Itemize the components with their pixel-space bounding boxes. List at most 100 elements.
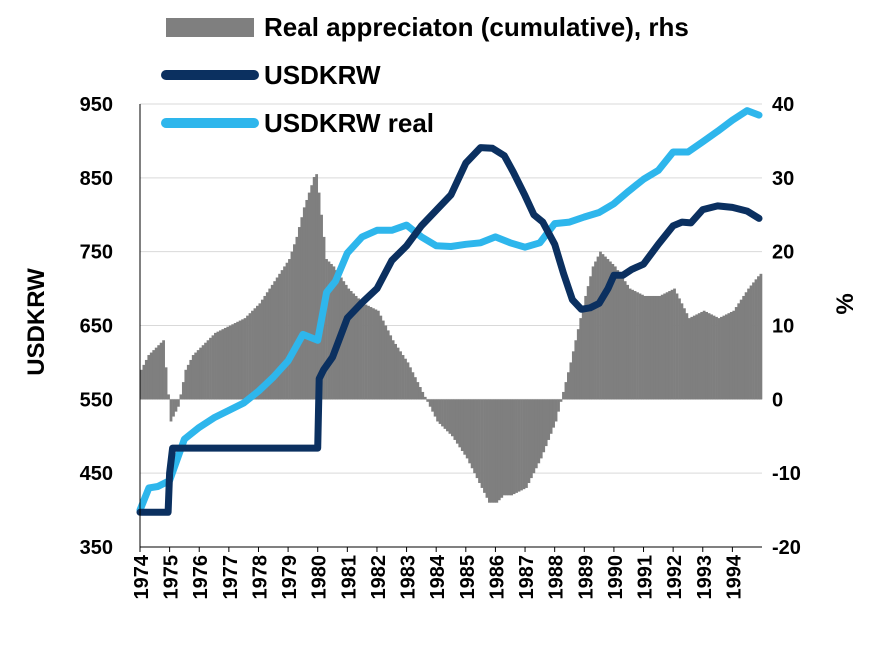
bar (683, 308, 686, 400)
bar (283, 266, 286, 400)
bar (147, 355, 151, 400)
legend-label-bars: Real appreciaton (cumulative), rhs (264, 12, 689, 42)
x-tick-label: 1983 (398, 555, 420, 600)
bar (342, 281, 346, 400)
bar (571, 351, 575, 400)
bar (374, 309, 378, 400)
bar (500, 399, 504, 498)
x-tick-label: 1975 (161, 555, 183, 600)
x-tick-label: 1985 (457, 555, 479, 600)
bar (618, 273, 622, 400)
bar (243, 318, 247, 400)
bar (542, 399, 546, 453)
bar (752, 282, 755, 400)
bar (562, 391, 565, 400)
y-axis-title: USDKRW (23, 268, 50, 376)
bar (601, 254, 605, 400)
bar (480, 399, 484, 488)
bar (364, 304, 368, 400)
bar (214, 332, 217, 400)
y-tick-label: 550 (80, 389, 113, 411)
bar (707, 313, 711, 400)
bar (665, 292, 669, 400)
x-tick-label: 1984 (427, 554, 449, 599)
bar (421, 391, 425, 400)
series-line-usdkrw (136, 144, 763, 516)
bar (515, 399, 518, 493)
bar (332, 266, 336, 400)
bar (334, 270, 338, 400)
bar (631, 289, 634, 400)
bar (724, 314, 728, 400)
legend: Real appreciaton (cumulative), rhs USDKR… (161, 12, 689, 138)
bar (497, 399, 501, 501)
bar (557, 399, 560, 412)
bar-series (140, 174, 763, 503)
y-tick-label: 750 (80, 242, 113, 264)
bar (423, 396, 427, 400)
bar (376, 310, 380, 400)
bar (179, 394, 183, 400)
y2-tick-label: 40 (772, 94, 794, 116)
bar (451, 399, 454, 437)
bar (569, 362, 573, 400)
bar (517, 399, 521, 492)
bar (381, 320, 385, 400)
bar (539, 399, 543, 459)
bar (386, 330, 390, 400)
bar (181, 382, 185, 400)
x-tick-label: 1987 (516, 555, 538, 600)
bar (460, 399, 464, 452)
bar (354, 295, 358, 400)
bar (278, 273, 281, 400)
bar (552, 399, 555, 428)
bar (737, 303, 741, 400)
bar (248, 313, 252, 400)
bar (705, 311, 708, 400)
bar (465, 399, 469, 459)
bar (458, 399, 462, 448)
bar (433, 399, 437, 417)
bar (722, 315, 726, 400)
bar (241, 319, 244, 400)
bar (695, 314, 699, 400)
bar (184, 369, 188, 400)
x-tick-label: 1994 (723, 554, 745, 599)
y-tick-label: 850 (80, 168, 113, 190)
bar (697, 313, 701, 400)
bar (702, 310, 706, 400)
bar (396, 347, 400, 400)
bar (470, 399, 474, 469)
bar (285, 262, 289, 400)
bar (149, 352, 153, 400)
bar (399, 351, 402, 400)
bar (510, 399, 514, 496)
bar (372, 308, 375, 400)
bar (256, 305, 259, 400)
legend-label-usdkrw-real: USDKRW real (264, 108, 434, 138)
y-tick-label: 350 (80, 537, 113, 559)
y2-tick-label: 10 (772, 316, 794, 338)
bar (401, 355, 405, 400)
bar (567, 372, 570, 400)
bar (576, 329, 580, 400)
bar (678, 298, 681, 400)
bar (490, 399, 494, 503)
bar (544, 399, 548, 447)
bar (307, 192, 311, 400)
bar (463, 399, 467, 455)
bar (406, 362, 410, 400)
bar (441, 399, 444, 427)
x-tick-label: 1988 (546, 555, 568, 600)
bar (584, 295, 588, 400)
bar (315, 174, 319, 400)
bar (507, 399, 511, 496)
bar (236, 321, 240, 400)
bar (142, 364, 146, 400)
bar (174, 399, 178, 412)
bar (596, 256, 600, 400)
bar (191, 355, 195, 400)
bar (732, 310, 736, 400)
bar (710, 314, 713, 400)
bar (206, 340, 210, 400)
